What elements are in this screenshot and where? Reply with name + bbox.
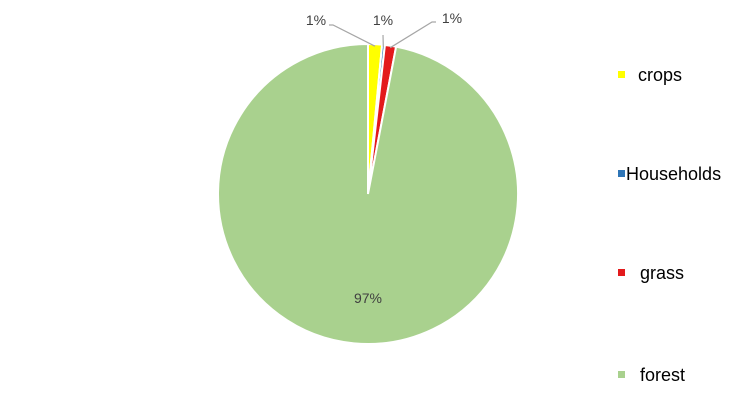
- leader-line-crops: [329, 24, 376, 47]
- data-label-crops: 1%: [306, 12, 326, 28]
- legend-label-households: Households: [626, 164, 721, 184]
- data-label-households: 1%: [373, 12, 393, 28]
- legend-label-grass: grass: [640, 263, 684, 283]
- legend-item-grass: grass: [618, 263, 684, 283]
- legend-swatch-households: [618, 170, 625, 177]
- legend-swatch-grass: [618, 269, 625, 276]
- leader-line-grass: [389, 21, 436, 49]
- legend-label-crops: crops: [638, 65, 682, 85]
- legend: crops Households grass forest: [618, 65, 721, 385]
- data-labels: 1% 1% 1% 97%: [306, 10, 462, 306]
- slice-forest: [217, 42, 519, 345]
- leader-lines: [329, 21, 436, 49]
- pie-slices: [217, 42, 519, 345]
- legend-swatch-crops: [618, 71, 625, 78]
- legend-item-households: Households: [618, 164, 721, 184]
- legend-label-forest: forest: [640, 365, 685, 385]
- legend-item-forest: forest: [618, 365, 685, 385]
- legend-item-crops: crops: [618, 65, 682, 85]
- legend-swatch-forest: [618, 371, 625, 378]
- data-label-grass: 1%: [442, 10, 462, 26]
- data-label-forest: 97%: [354, 290, 382, 306]
